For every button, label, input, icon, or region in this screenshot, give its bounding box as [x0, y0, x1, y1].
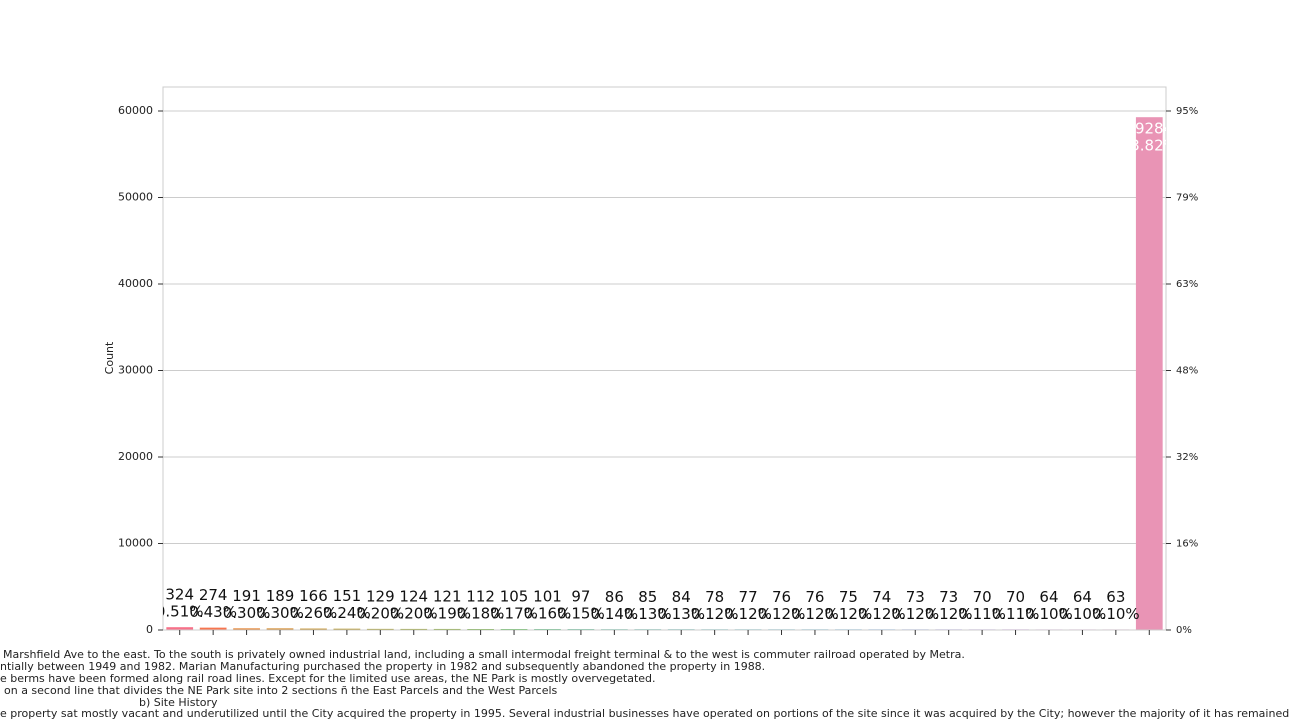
bar-count-label: 70 — [973, 588, 992, 606]
bar-percent-label: 0.13% — [624, 605, 672, 623]
bar — [433, 628, 461, 630]
bar-percent-label: 0.14% — [591, 605, 639, 623]
bar-count-label: 97 — [571, 588, 590, 606]
bar-count-label: 274 — [199, 586, 228, 604]
bar — [333, 628, 361, 630]
bar — [300, 628, 327, 630]
bar-percent-label: 0.20% — [390, 604, 438, 622]
bar-percent-label: 0.11% — [992, 605, 1040, 623]
bar-percent-label: 0.12% — [825, 605, 873, 623]
x-tick-label-fragment: e berms have been formed along rail road… — [0, 672, 656, 685]
bar-percent-label: 0.17% — [490, 605, 538, 623]
bar-count-label: 121 — [433, 587, 462, 605]
bar — [233, 628, 260, 630]
bar-count-label: 324 — [165, 586, 194, 604]
bar-count-label: 73 — [939, 588, 958, 606]
y-tick-label: 40000 — [118, 277, 153, 290]
bar — [199, 627, 227, 630]
bars — [166, 117, 1163, 630]
y2-tick-label: 95% — [1176, 106, 1198, 117]
y2-tick-label: 79% — [1176, 192, 1198, 203]
bar — [166, 627, 194, 630]
bar-percent-label: 0.20% — [356, 604, 404, 622]
bar-count-label: 85 — [638, 588, 657, 606]
x-tick-label-fragment: on a second line that divides the NE Par… — [4, 684, 558, 697]
bar-count-label: 63 — [1106, 588, 1125, 606]
bar — [400, 628, 428, 630]
y-tick-label: 20000 — [118, 450, 153, 463]
y-axis-label: Count — [103, 341, 116, 374]
bar-count-label: 129 — [366, 587, 395, 605]
y2-tick-label: 32% — [1176, 452, 1198, 463]
bar-percent-label: 93.82% — [1121, 137, 1178, 155]
bar-count-label: 151 — [333, 587, 362, 605]
y2-tick-label: 63% — [1176, 279, 1198, 290]
bar-count-label: 101 — [533, 588, 562, 606]
bar-count-label: 74 — [872, 588, 891, 606]
bar-count-label: 166 — [299, 587, 328, 605]
bar-percent-label: 0.18% — [457, 605, 505, 623]
bar-count-label: 64 — [1039, 588, 1058, 606]
bar — [266, 628, 294, 630]
bar-percent-label: 0.10% — [1059, 605, 1107, 623]
bar-percent-label: 0.15% — [557, 605, 605, 623]
bar-count-label: 78 — [705, 588, 724, 606]
bar-percent-label: 0.51% — [156, 603, 204, 621]
bar-count-label: 73 — [906, 588, 925, 606]
bar-count-label: 105 — [500, 588, 529, 606]
x-tick-label-fragment: e property sat mostly vacant and underut… — [0, 707, 1289, 720]
bar-percent-label: 0.12% — [758, 605, 806, 623]
y-tick-label: 10000 — [118, 537, 153, 550]
bar-count-label: 59284 — [1125, 120, 1173, 138]
bar-percent-label: 0.12% — [858, 605, 906, 623]
bar-count-label: 77 — [739, 588, 758, 606]
x-tick-label-fragment: b) Site History — [139, 696, 218, 709]
bar-percent-label: 0.30% — [223, 604, 271, 622]
y2-tick-label: 48% — [1176, 365, 1198, 376]
x-tick-label-fragment: ntially between 1949 and 1982. Marian Ma… — [0, 660, 765, 673]
bar-count-label: 112 — [466, 588, 495, 606]
bar-percent-label: 0.11% — [958, 605, 1006, 623]
bar — [1135, 117, 1163, 630]
bar-count-label: 64 — [1073, 588, 1092, 606]
bar-count-label: 191 — [232, 587, 261, 605]
x-tick-label-fragment: Marshfield Ave to the east. To the south… — [3, 648, 965, 661]
y-tick-label: 0 — [146, 623, 153, 636]
bar-percent-label: 0.10% — [1025, 605, 1073, 623]
bar-labels: 3240.51%2740.43%1910.30%1890.30%1660.26%… — [156, 120, 1178, 623]
bar-percent-label: 0.19% — [423, 604, 471, 622]
bar-percent-label: 0.30% — [256, 604, 304, 622]
bar-percent-label: 0.24% — [323, 604, 371, 622]
y-tick-label: 50000 — [118, 191, 153, 204]
bar-percent-label: 0.12% — [891, 605, 939, 623]
bar-percent-label: 0.12% — [691, 605, 739, 623]
bar-percent-label: 0.12% — [925, 605, 973, 623]
bar-count-label: 76 — [805, 588, 824, 606]
bar-percent-label: 0.16% — [524, 605, 572, 623]
plot-frame — [162, 86, 1167, 631]
y2-tick-label: 0% — [1176, 625, 1192, 636]
y-tick-label: 30000 — [118, 364, 153, 377]
bar-count-label: 76 — [772, 588, 791, 606]
bar-percent-label: 0.43% — [189, 603, 237, 621]
bar-count-label: 84 — [672, 588, 691, 606]
bar-count-label: 86 — [605, 588, 624, 606]
axes: 0 10000 20000 30000 40000 50000 60000 0% 16% 32% 4… — [0, 104, 1289, 720]
y2-tick-label: 16% — [1176, 538, 1198, 549]
bar-percent-label: 0.10% — [1092, 605, 1140, 623]
bar-count-label: 75 — [839, 588, 858, 606]
bar-percent-label: 0.26% — [290, 604, 338, 622]
bar-count-label: 189 — [266, 587, 295, 605]
bar-count-label: 124 — [399, 587, 428, 605]
y-tick-label: 60000 — [118, 104, 153, 117]
bar-percent-label: 0.13% — [657, 605, 705, 623]
grid — [163, 110, 1166, 631]
bar — [366, 628, 394, 630]
bar-count-label: 70 — [1006, 588, 1025, 606]
bar-percent-label: 0.12% — [791, 605, 839, 623]
bar-percent-label: 0.12% — [724, 605, 772, 623]
